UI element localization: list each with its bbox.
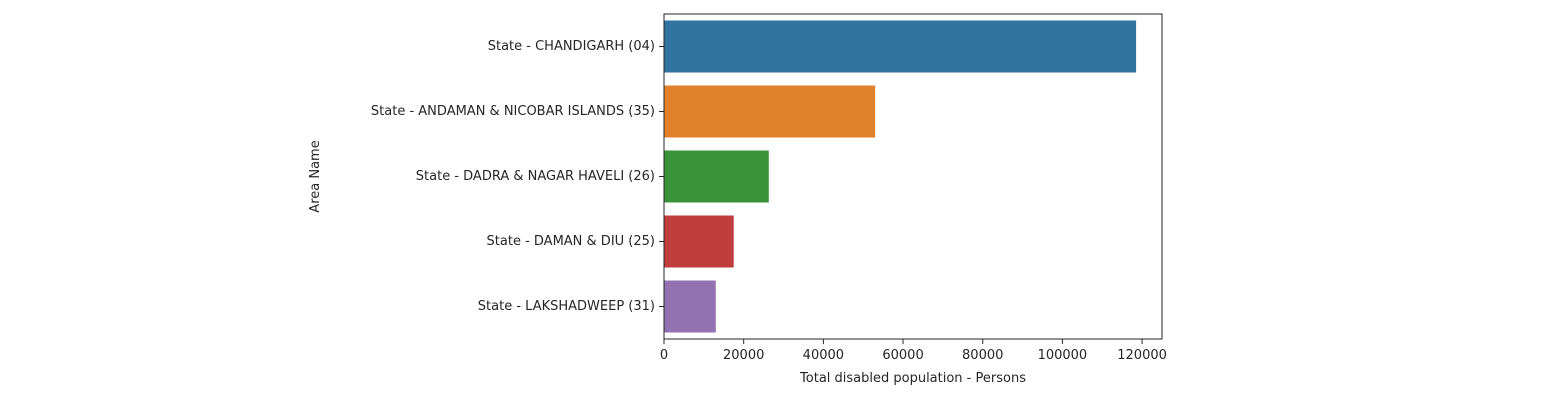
- y-tick-label: State - CHANDIGARH (04): [488, 39, 655, 54]
- bars-group: [664, 20, 1137, 333]
- x-tick-label: 20000: [723, 348, 764, 363]
- bar: [664, 20, 1137, 73]
- x-axis-title: Total disabled population - Persons: [799, 371, 1026, 386]
- y-tick-label: State - DADRA & NAGAR HAVELI (26): [416, 169, 655, 184]
- x-tick-label: 60000: [882, 348, 923, 363]
- bar: [664, 150, 769, 203]
- x-tick-label: 100000: [1038, 348, 1088, 363]
- y-tick-label: State - DAMAN & DIU (25): [487, 234, 655, 249]
- y-tick-label: State - ANDAMAN & NICOBAR ISLANDS (35): [371, 104, 655, 119]
- bar: [664, 280, 716, 333]
- x-tick-label: 80000: [962, 348, 1003, 363]
- bar: [664, 215, 734, 268]
- x-tick-label: 120000: [1117, 348, 1167, 363]
- bar: [664, 85, 876, 138]
- x-tick-label: 40000: [803, 348, 844, 363]
- y-axis-ticks: State - CHANDIGARH (04) State - ANDAMAN &…: [371, 39, 664, 314]
- x-axis-ticks: 0 20000 40000 60000 80000 100000 120000: [660, 339, 1167, 363]
- y-tick-label: State - LAKSHADWEEP (31): [478, 299, 655, 314]
- y-axis-title: Area Name: [308, 140, 323, 212]
- x-tick-label: 0: [660, 348, 668, 363]
